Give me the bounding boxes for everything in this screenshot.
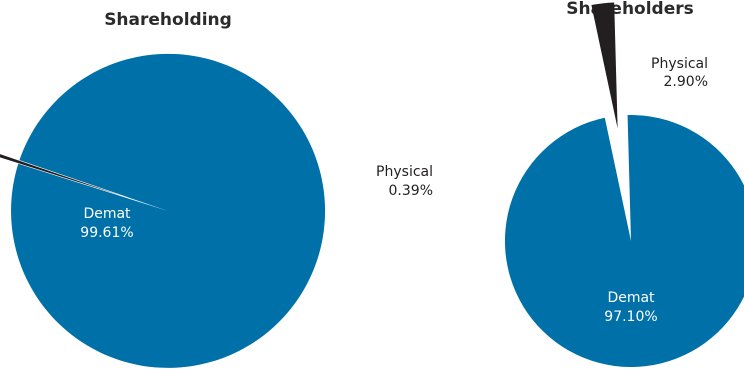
shareholders-physical-slice: [591, 2, 618, 129]
shareholding-chart-title: Shareholding: [104, 10, 232, 30]
shareholding-physical-slice: [0, 154, 121, 196]
shareholders-chart-title: Shareholders: [566, 0, 694, 19]
shareholders-demat-value: 97.10%: [604, 309, 657, 325]
shareholders-physical-value: 2.90%: [664, 74, 708, 90]
shareholding-physical-label: Physical: [376, 164, 433, 180]
shareholding-physical-value: 0.39%: [389, 183, 433, 199]
shareholders-chart: Shareholders Demat 97.10% Physical 2.90%: [505, 0, 744, 368]
shareholding-demat-value: 99.61%: [80, 225, 133, 241]
shareholding-demat-slice: [11, 53, 326, 368]
shareholders-demat-slice: [505, 115, 744, 368]
shareholding-demat-label: Demat: [83, 206, 131, 222]
shareholding-chart: Shareholding Demat 99.61% Physical 0.39%: [0, 10, 433, 368]
shareholders-demat-label: Demat: [607, 290, 655, 306]
shareholders-physical-label: Physical: [651, 56, 708, 72]
